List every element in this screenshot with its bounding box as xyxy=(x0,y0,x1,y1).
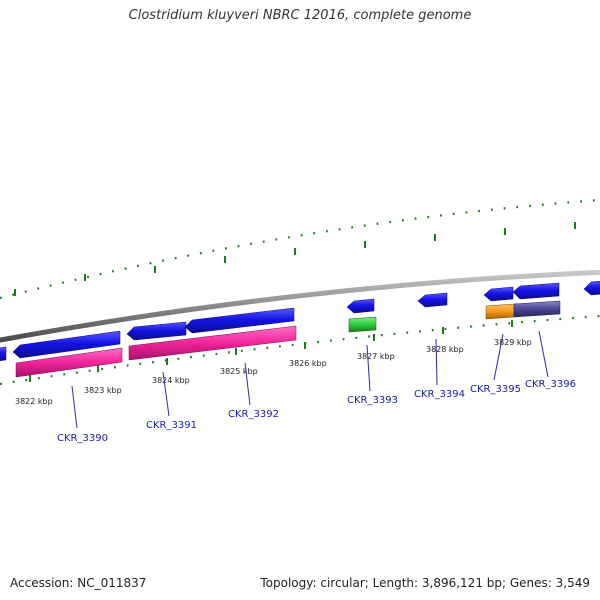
gene-arrow-ckr3396[interactable] xyxy=(512,282,560,300)
leader-ckr3395 xyxy=(493,333,504,381)
leader-ckr3396 xyxy=(538,330,549,378)
gene-arrow-partial-left[interactable] xyxy=(0,346,7,362)
feature-bar-ckr3396[interactable] xyxy=(513,300,561,318)
genome-title: Clostridium kluyveri NBRC 12016, complet… xyxy=(128,8,472,23)
gene-label-ckr3394[interactable]: CKR_3394 xyxy=(414,389,465,400)
upper-major-ticks xyxy=(14,222,576,296)
kbp-label: 3827 kbp xyxy=(357,352,395,361)
accession-text: Accession: NC_011837 xyxy=(10,576,147,590)
gene-labels: CKR_3390 CKR_3391 CKR_3392 CKR_3393 CKR_… xyxy=(57,379,576,444)
feature-bar-ckr3393[interactable] xyxy=(348,316,377,333)
gene-arrow-ckr3394[interactable] xyxy=(417,292,448,308)
ruler-major-ticks xyxy=(29,320,513,382)
kbp-label: 3828 kbp xyxy=(426,345,464,354)
kbp-label: 3822 kbp xyxy=(15,397,53,406)
gene-label-ckr3392[interactable]: CKR_3392 xyxy=(228,409,279,420)
kbp-label: 3824 kbp xyxy=(152,376,190,385)
lower-tick-row xyxy=(0,314,600,386)
leader-ckr3394 xyxy=(435,338,438,386)
gene-label-ckr3393[interactable]: CKR_3393 xyxy=(347,395,398,406)
leader-ckr3393 xyxy=(366,344,371,392)
feature-bar-ckr3390[interactable] xyxy=(15,347,123,378)
kbp-label: 3823 kbp xyxy=(84,386,122,395)
leader-ckr3392 xyxy=(244,362,251,406)
upper-tick-row xyxy=(0,198,600,300)
gene-label-ckr3390[interactable]: CKR_3390 xyxy=(57,433,108,444)
feature-bars xyxy=(15,300,561,378)
feature-bar-ckr3395[interactable] xyxy=(485,303,515,320)
gene-label-ckr3391[interactable]: CKR_3391 xyxy=(146,420,197,431)
feature-bar-ckr3391-3392[interactable] xyxy=(128,325,297,361)
genome-backbone xyxy=(0,269,600,343)
gene-arrow-ckr3395[interactable] xyxy=(483,286,514,302)
gene-label-ckr3396[interactable]: CKR_3396 xyxy=(525,379,576,390)
gene-label-ckr3395[interactable]: CKR_3395 xyxy=(470,384,521,395)
gene-arrow-ckr3392[interactable] xyxy=(184,307,295,334)
gene-arrow-ckr3393[interactable] xyxy=(346,298,375,314)
leader-ckr3391 xyxy=(162,371,170,417)
gene-arrow-ckr3390[interactable] xyxy=(12,330,121,359)
upper-tick-dots xyxy=(0,198,600,300)
kbp-labels: 3822 kbp 3823 kbp 3824 kbp 3825 kbp 3826… xyxy=(15,338,532,406)
kbp-label: 3825 kbp xyxy=(220,367,258,376)
kbp-label: 3829 kbp xyxy=(494,338,532,347)
gene-leader-lines xyxy=(71,330,549,429)
leader-ckr3390 xyxy=(71,385,78,429)
kbp-label: 3826 kbp xyxy=(289,359,327,368)
gene-arrow-ckr3391[interactable] xyxy=(126,321,187,341)
reverse-strand-genes xyxy=(0,280,600,362)
gene-arrow-partial-right[interactable] xyxy=(583,280,600,296)
topology-text: Topology: circular; Length: 3,896,121 bp… xyxy=(260,576,590,590)
